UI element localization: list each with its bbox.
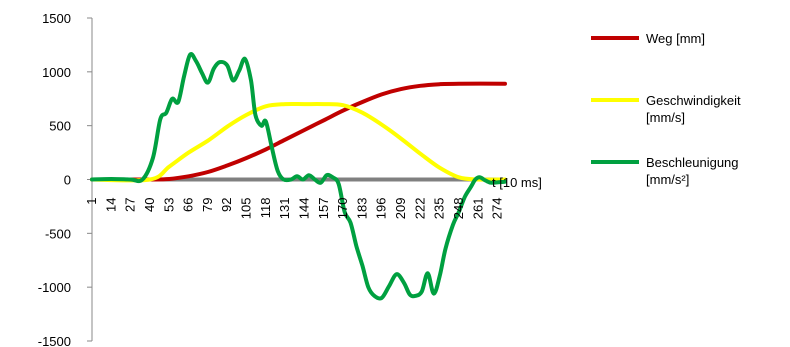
legend-label: [mm/s] — [646, 110, 685, 125]
legend-label: Beschleunigung — [646, 155, 739, 170]
x-tick-labels: 1 14 27 40 53 66 79 92 105 118 131 144 157 170 183 196 2… — [84, 198, 505, 220]
y-tick-labels: -1500 -1000 -500 0 500 1000 1500 — [38, 11, 71, 347]
x-tick-label: 92 — [219, 198, 234, 212]
legend-label: Weg [mm] — [646, 31, 705, 46]
x-tick-label: 1 — [84, 198, 99, 205]
x-tick-label: 235 — [432, 198, 447, 220]
x-tick-label: 183 — [354, 198, 369, 220]
x-tick-label: 274 — [490, 198, 505, 220]
x-tick-label: 144 — [296, 198, 311, 220]
x-tick-label: 261 — [470, 198, 485, 220]
y-tick-label: -1500 — [38, 334, 71, 347]
y-tick-label: 500 — [49, 119, 71, 134]
y-tick-label: 1000 — [42, 65, 71, 80]
y-tick-label: -500 — [45, 226, 71, 241]
x-tick-label: 157 — [316, 198, 331, 220]
x-tick-label: 40 — [142, 198, 157, 212]
x-tick-label: 118 — [258, 198, 273, 219]
series-line-geschwindigkeit — [90, 101, 507, 183]
x-tick-label: 248 — [451, 198, 466, 220]
x-tick-label: 66 — [181, 198, 196, 212]
x-axis-label: t [10 ms] — [492, 175, 542, 190]
x-tick-label: 196 — [374, 198, 389, 220]
legend-item: Weg [mm] — [591, 31, 705, 46]
legend-label: Geschwindigkeit — [646, 93, 741, 108]
x-tick-label: 222 — [412, 198, 427, 220]
x-tick-label: 209 — [393, 198, 408, 220]
x-tick-label: 53 — [161, 198, 176, 212]
y-ticks — [87, 17, 92, 342]
x-tick-label: 79 — [200, 198, 215, 212]
y-tick-label: 0 — [64, 173, 71, 188]
y-tick-label: -1000 — [38, 280, 71, 295]
series-line-weg — [90, 81, 507, 182]
x-tick-label: 27 — [123, 198, 138, 212]
legend-item: Beschleunigung [mm/s²] — [591, 155, 739, 187]
legend: Weg [mm] Geschwindigkeit [mm/s] Beschleunig… — [591, 31, 741, 187]
legend-label: [mm/s²] — [646, 172, 689, 187]
series-line-beschleunigung — [90, 52, 507, 301]
x-tick-label: 14 — [103, 198, 118, 212]
x-tick-label: 105 — [239, 198, 254, 220]
legend-item: Geschwindigkeit [mm/s] — [591, 93, 741, 125]
series-lines — [90, 52, 507, 301]
x-tick-label: 131 — [277, 198, 292, 220]
y-tick-label: 1500 — [42, 11, 71, 26]
x-tick-label: 170 — [335, 198, 350, 220]
